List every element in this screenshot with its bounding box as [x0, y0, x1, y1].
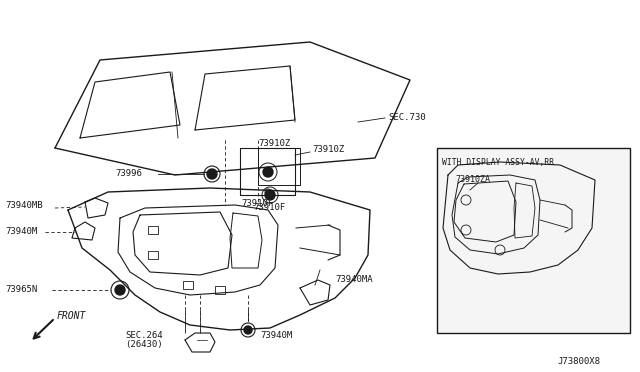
Text: FRONT: FRONT	[57, 311, 86, 321]
Text: WITH DISPLAY ASSY-AV,RR: WITH DISPLAY ASSY-AV,RR	[442, 158, 554, 167]
Text: 73965N: 73965N	[5, 285, 37, 295]
Bar	[148, 226, 158, 234]
Text: 73940M: 73940M	[260, 330, 292, 340]
Bar	[183, 281, 193, 289]
Text: 73910F: 73910F	[241, 199, 273, 208]
Bar	[148, 251, 158, 259]
Bar	[215, 286, 225, 294]
Bar	[437, 148, 630, 333]
Circle shape	[207, 169, 217, 179]
Text: (26430): (26430)	[125, 340, 163, 350]
Text: 73996: 73996	[115, 170, 142, 179]
Circle shape	[265, 190, 275, 200]
Text: 73940MB: 73940MB	[5, 201, 43, 209]
Text: 73910ZA: 73910ZA	[455, 176, 490, 185]
Text: 73910Z: 73910Z	[258, 138, 291, 148]
Text: J73800X8: J73800X8	[557, 357, 600, 366]
Circle shape	[263, 167, 273, 177]
Text: 73910F: 73910F	[253, 203, 285, 212]
Text: SEC.730: SEC.730	[388, 113, 426, 122]
Text: 73910Z: 73910Z	[312, 145, 344, 154]
Text: SEC.264: SEC.264	[125, 330, 163, 340]
Text: 73940M: 73940M	[5, 228, 37, 237]
Text: 73940MA: 73940MA	[335, 276, 372, 285]
Circle shape	[244, 326, 252, 334]
Circle shape	[115, 285, 125, 295]
